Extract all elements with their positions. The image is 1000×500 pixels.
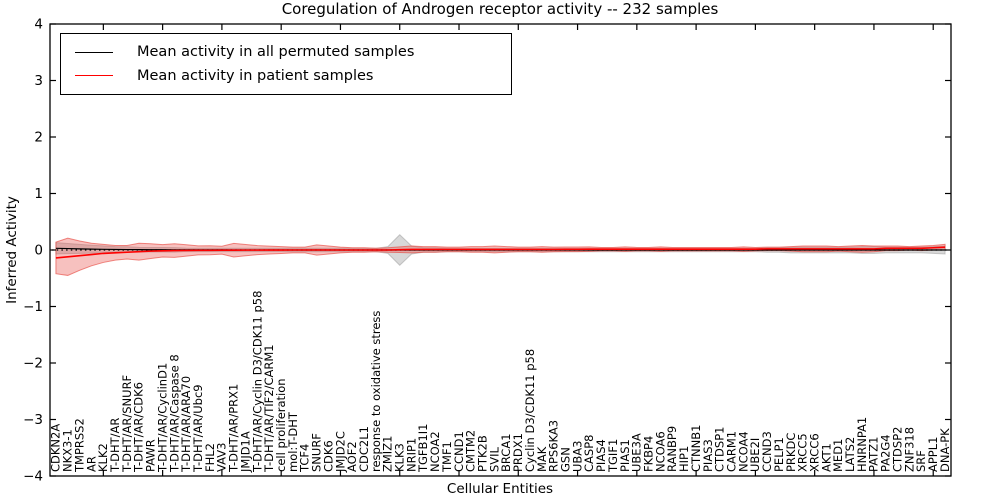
x-category-label: CARM1: [724, 431, 738, 472]
x-category-label: CASP8: [582, 435, 596, 472]
x-category-label: FHL2: [203, 443, 217, 472]
x-category-label: TMPRSS2: [72, 418, 86, 473]
x-category-label: CDKN2A: [49, 424, 63, 472]
x-category-label: T-DHT/AR: [108, 418, 122, 473]
y-tick-label: 3: [34, 73, 43, 89]
x-category-label: AOF2: [345, 441, 359, 472]
x-category-label: JMJD2C: [333, 431, 347, 473]
x-category-label: T-DHT/AR/TIF2/CARM1: [262, 344, 276, 473]
x-category-label: CTDSP2: [890, 427, 904, 472]
x-category-label: RPS6KA3: [547, 420, 561, 472]
patient-mean-line: [55, 246, 946, 259]
x-category-label: T-DHT/AR/Cyclin D3/CDK11 p58: [250, 291, 264, 473]
patient-std-band: [55, 237, 946, 276]
x-category-label: SNURF: [310, 433, 324, 472]
x-category-label: LATS2: [843, 437, 857, 472]
x-category-label: PA2G4: [879, 434, 893, 472]
x-category-label: UBE3A: [630, 433, 644, 472]
x-category-label: FKBP4: [641, 436, 655, 472]
x-category-label: CCND1: [452, 431, 466, 472]
x-category-label: NCOA4: [736, 431, 750, 472]
x-category-label: CTNNB1: [689, 425, 703, 472]
x-category-label: mol:T-DHT: [286, 411, 300, 472]
x-category-label: TMF1: [440, 441, 454, 473]
x-category-label: PIAS3: [701, 439, 715, 472]
x-category-label: PTK2B: [476, 435, 490, 472]
x-category-label: NKX3-1: [61, 429, 75, 472]
x-category-label: BRCA1: [499, 433, 513, 472]
legend-label-permuted: Mean activity in all permuted samples: [137, 44, 415, 60]
x-category-label: DNA-PK: [938, 428, 952, 472]
chart-title: Coregulation of Androgen receptor activi…: [281, 0, 719, 18]
y-tick-label: 2: [34, 130, 43, 146]
y-tick-label: −4: [23, 469, 43, 485]
x-category-label: T-DHT/AR/CDK6: [132, 382, 146, 473]
x-category-label: AR: [84, 456, 98, 472]
x-category-label: TGFB1I1: [416, 424, 430, 473]
x-category-label: CCND3: [760, 431, 774, 472]
x-category-label: TCF4: [298, 444, 312, 473]
x-category-label: MAK: [535, 446, 549, 472]
x-category-label: VAV3: [215, 443, 229, 472]
y-axis-label: Inferred Activity: [4, 196, 20, 304]
x-category-label: ZMIZ1: [381, 436, 395, 472]
x-category-label: Cyclin D3/CDK11 p58: [523, 349, 537, 472]
x-category-label: GSN: [558, 447, 572, 472]
x-category-label: T-DHT/AR/Caspase 8: [167, 354, 181, 473]
x-category-label: NCOA6: [653, 431, 667, 472]
x-category-label: KLK3: [393, 443, 407, 472]
x-category-label: CMTM2: [464, 430, 478, 472]
legend-line-black-icon: [75, 51, 113, 53]
y-tick-label: −1: [23, 299, 43, 315]
x-category-label: KLK2: [96, 443, 110, 472]
x-category-label: PAWR: [144, 439, 158, 472]
x-axis-label: Cellular Entities: [446, 481, 554, 497]
x-category-label: CDC2L1: [357, 426, 371, 472]
x-category-label: PRKDC: [784, 433, 798, 472]
x-category-label: TGIF1: [606, 439, 620, 473]
x-category-label: AKT1: [819, 443, 833, 472]
x-category-label: response to oxidative stress: [369, 311, 383, 472]
legend: Mean activity in all permuted samples Me…: [60, 33, 512, 95]
x-category-label: NCOA2: [428, 431, 442, 472]
x-category-label: cell proliferation: [274, 378, 288, 472]
x-category-label: NRIP1: [404, 438, 418, 472]
x-category-label: T-DHT/AR/ARA70: [179, 376, 193, 473]
x-category-label: PELP1: [772, 437, 786, 472]
x-category-label: SRF: [914, 450, 928, 472]
x-category-label: T-DHT/AR/SNURF: [120, 375, 134, 473]
x-category-label: RANBP9: [665, 426, 679, 472]
legend-line-red-icon: [75, 75, 113, 77]
legend-item-patient: Mean activity in patient samples: [75, 67, 511, 84]
y-tick-label: −3: [23, 412, 43, 428]
x-category-label: ZNF318: [902, 427, 916, 472]
x-category-label: SVIL: [487, 446, 501, 472]
y-tick-label: −2: [23, 356, 43, 372]
x-category-label: APPL1: [926, 437, 940, 472]
x-category-label: MED1: [831, 439, 845, 472]
legend-item-permuted: Mean activity in all permuted samples: [75, 45, 511, 60]
x-category-label: T-DHT/AR/Ubc9: [191, 384, 205, 473]
x-category-label: PIAS1: [618, 439, 632, 472]
x-category-label: CTDSP1: [713, 427, 727, 472]
x-category-label: XRCC6: [807, 433, 821, 472]
y-tick-label: 0: [34, 243, 43, 259]
x-category-label: XRCC5: [796, 433, 810, 472]
x-category-label: T-DHT/AR/CyclinD1: [155, 363, 169, 473]
x-category-label: HNRNPA1: [855, 417, 869, 472]
x-category-label: PIAS4: [594, 439, 608, 472]
x-category-label: UBE2I: [748, 438, 762, 472]
x-category-label: PRDX1: [511, 433, 525, 472]
x-category-label: CDK6: [321, 440, 335, 472]
y-tick-label: 1: [34, 186, 43, 202]
x-category-label: T-DHT/AR/PRX1: [227, 384, 241, 473]
y-tick-label: 4: [34, 17, 43, 33]
x-category-label: HIP1: [677, 446, 691, 472]
x-category-label: JMJD1A: [238, 431, 252, 473]
x-category-label: UBA3: [570, 441, 584, 473]
x-category-label: PATZ1: [867, 437, 881, 472]
legend-label-patient: Mean activity in patient samples: [137, 67, 374, 84]
